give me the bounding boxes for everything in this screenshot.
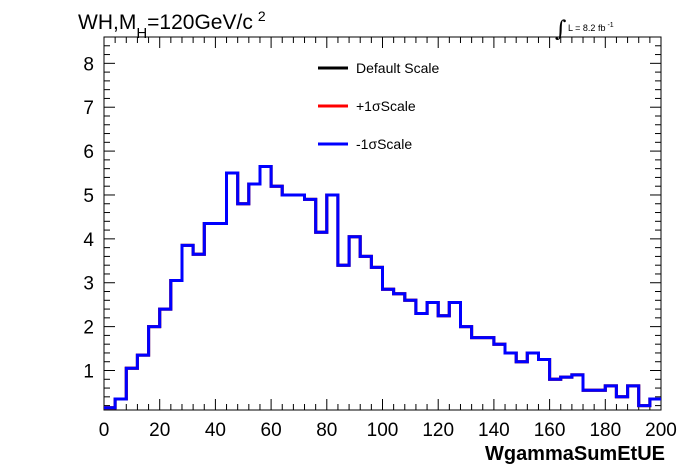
lumi-label: L = 8.2 fb -1 [568, 22, 614, 33]
plot-frame [103, 36, 662, 411]
x-tick-label: 200 [645, 420, 677, 441]
y-tick-label: 5 [83, 186, 94, 207]
x-tick-label: 0 [99, 420, 110, 441]
y-tick-label: 4 [83, 230, 94, 251]
y-axis: 1 2 3 4 5 6 7 8 [83, 45, 661, 407]
x-tick-label: 20 [149, 420, 170, 441]
y-tick-label: 2 [83, 318, 94, 339]
legend-label: +1σScale [356, 98, 416, 114]
x-axis-label: WgammaSumEtUE [485, 443, 665, 465]
y-tick-label: 6 [83, 142, 94, 163]
legend: Default Scale +1σScale -1σScale [318, 60, 439, 152]
x-tick-label: 60 [261, 420, 282, 441]
y-tick-label: 3 [83, 274, 94, 295]
x-axis: 0 20 40 60 80 100 120 140 160 180 200 [99, 37, 677, 441]
chart-title: WH,MH=120GeV/c 2 [78, 8, 266, 42]
legend-label: -1σScale [356, 136, 412, 152]
y-tick-label: 8 [83, 54, 94, 75]
x-tick-label: 40 [205, 420, 226, 441]
x-tick-label: 180 [589, 420, 621, 441]
y-tick-label: 7 [83, 98, 94, 119]
legend-label: Default Scale [356, 60, 439, 76]
lumi-integral: ∫ [555, 17, 567, 42]
x-tick-label: 160 [534, 420, 566, 441]
x-tick-label: 120 [422, 420, 454, 441]
y-tick-label: 1 [83, 362, 94, 383]
series-layer [104, 165, 661, 410]
series-line-2 [104, 165, 661, 410]
x-tick-label: 80 [316, 420, 337, 441]
x-tick-label: 100 [367, 420, 399, 441]
x-tick-label: 140 [478, 420, 510, 441]
